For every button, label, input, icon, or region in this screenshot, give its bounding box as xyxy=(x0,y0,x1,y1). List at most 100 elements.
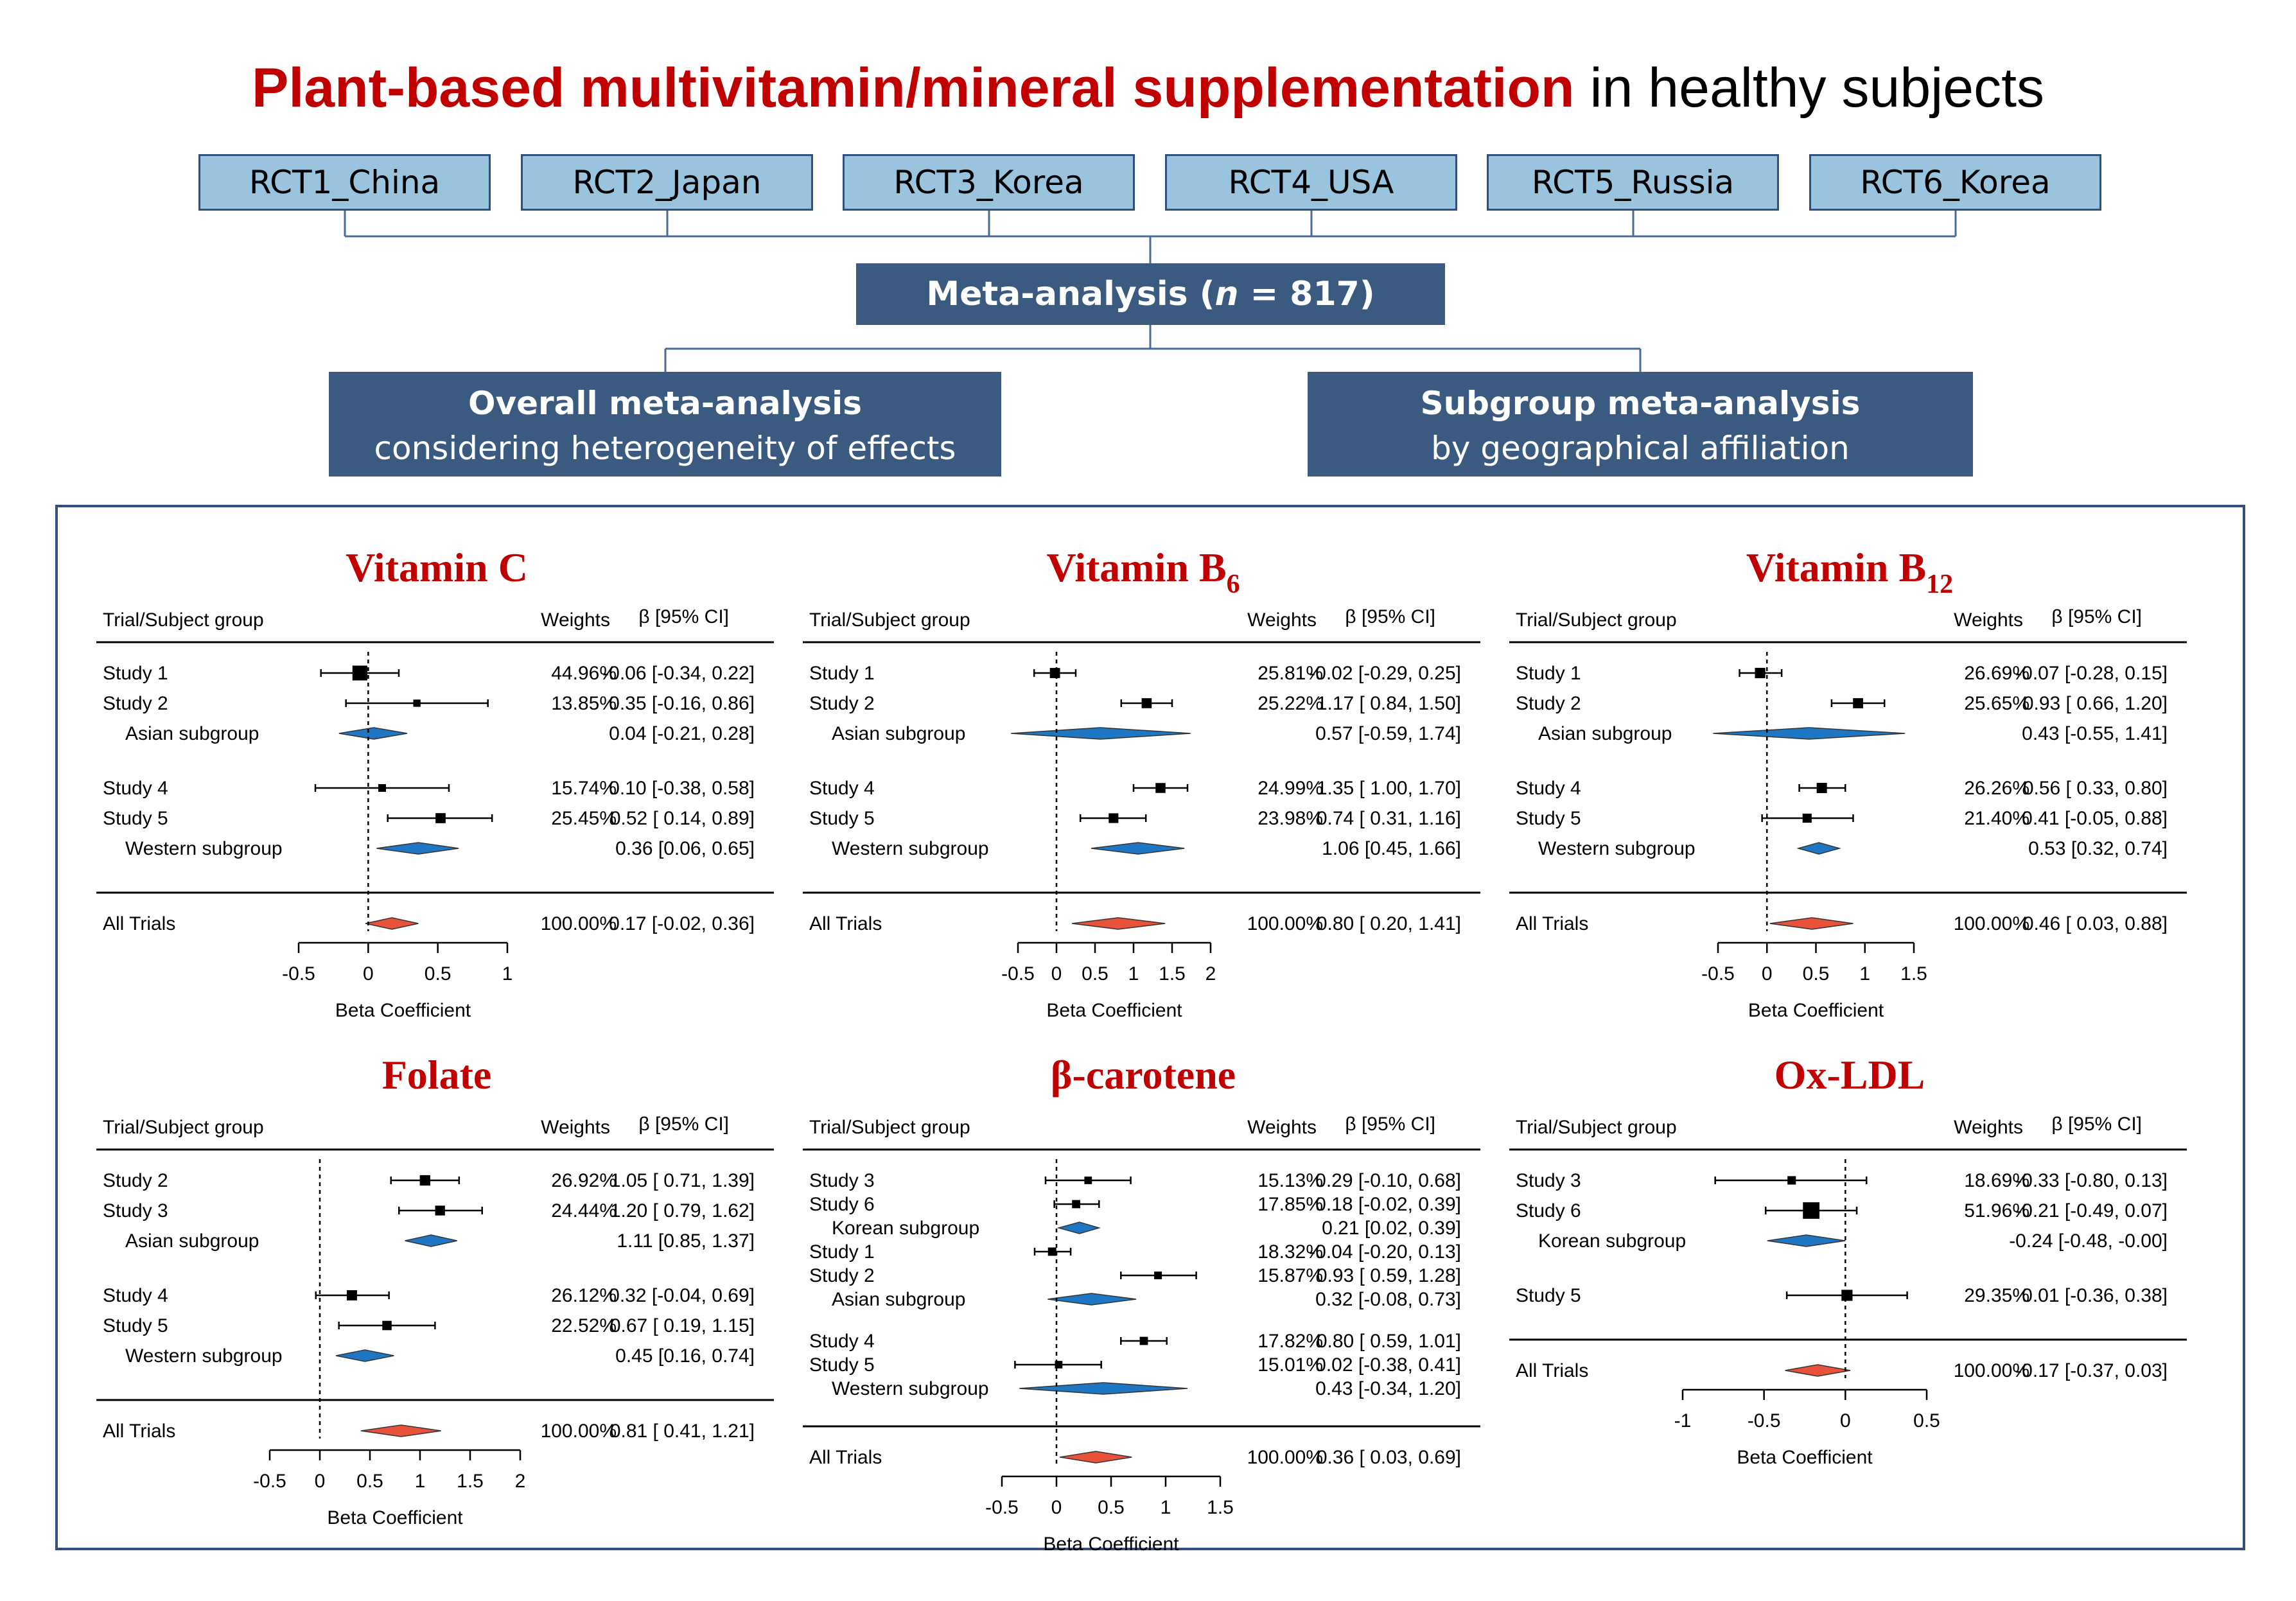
study-label: Study 4 xyxy=(103,778,168,799)
study-label: Study 3 xyxy=(809,1170,875,1191)
title-rest: in healthy subjects xyxy=(1574,57,2044,119)
panel-title: Vitamin C xyxy=(346,545,528,590)
ci-value: 0.74 [ 0.31, 1.16] xyxy=(1317,808,1461,829)
col-header-trial: Trial/Subject group xyxy=(103,1117,264,1138)
weight-value: 25.45% xyxy=(551,808,617,829)
overall-label: All Trials xyxy=(103,1421,175,1442)
study-label: Study 1 xyxy=(103,663,168,684)
x-axis-label: Beta Coefficient xyxy=(327,1507,463,1528)
ci-value: 0.80 [ 0.20, 1.41] xyxy=(1317,913,1461,934)
ci-value: -0.07 [-0.28, 0.15] xyxy=(2015,663,2168,684)
point-estimate xyxy=(1047,1247,1056,1256)
overall-diamond xyxy=(360,1424,441,1437)
study-label: Study 2 xyxy=(103,693,168,714)
panel-title: Vitamin B12 xyxy=(1746,545,1953,599)
ci-value: 0.36 [ 0.03, 0.69] xyxy=(1317,1447,1461,1468)
subgroup-diamond xyxy=(1019,1382,1188,1395)
ci-value: -0.21 [-0.49, 0.07] xyxy=(2015,1200,2168,1221)
flow-connectors xyxy=(344,211,1957,372)
rct-box-3: RCT3_Korea xyxy=(843,154,1135,211)
x-axis-label: Beta Coefficient xyxy=(1046,1000,1182,1021)
weight-value: 25.22% xyxy=(1258,693,1323,714)
x-tick-label: 1 xyxy=(502,963,513,984)
rct-box-1: RCT1_China xyxy=(198,154,491,211)
point-estimate xyxy=(1803,1202,1820,1219)
x-tick-label: -1 xyxy=(1674,1410,1692,1431)
x-tick-label: 1.5 xyxy=(457,1471,484,1492)
x-axis-label: Beta Coefficient xyxy=(335,1000,471,1021)
point-estimate xyxy=(1141,698,1152,708)
x-tick-label: 0 xyxy=(1840,1410,1851,1431)
x-tick-label: 1 xyxy=(1859,963,1870,984)
subgroup-label: Asian subgroup xyxy=(1538,723,1672,744)
col-header-weights: Weights xyxy=(1247,1117,1317,1138)
study-label: Study 4 xyxy=(103,1285,168,1306)
page-title: Plant-based multivitamin/mineral supplem… xyxy=(0,57,2296,120)
ci-value: -0.02 [-0.29, 0.25] xyxy=(1309,663,1461,684)
weight-value: 13.85% xyxy=(551,693,617,714)
results-frame xyxy=(55,505,2245,1550)
weight-value: 26.26% xyxy=(1964,778,2029,799)
panel-title-subscript: 12 xyxy=(1926,570,1953,599)
col-header-weights: Weights xyxy=(1954,609,2023,631)
col-header-ci: β [95% CI] xyxy=(638,606,729,627)
overall-label: All Trials xyxy=(1516,1360,1588,1381)
col-header-trial: Trial/Subject group xyxy=(1516,1117,1677,1138)
x-tick-label: -0.5 xyxy=(1701,963,1735,984)
x-tick-label: 1.5 xyxy=(1159,963,1186,984)
ci-value: 0.18 [-0.02, 0.39] xyxy=(1315,1194,1461,1215)
title-highlight: Plant-based multivitamin/mineral supplem… xyxy=(251,57,1575,119)
subgroup-label: Western subgroup xyxy=(832,1378,989,1399)
ci-value: 0.93 [ 0.59, 1.28] xyxy=(1317,1265,1461,1286)
col-header-ci: β [95% CI] xyxy=(2051,606,2142,627)
ci-value: 0.45 [0.16, 0.74] xyxy=(615,1345,755,1367)
overall-diamond xyxy=(1071,917,1166,930)
study-label: Study 3 xyxy=(103,1200,168,1221)
x-tick-label: 0 xyxy=(315,1471,326,1492)
meta-n: n xyxy=(1214,275,1239,313)
subgroup-diamond xyxy=(376,842,459,855)
col-header-trial: Trial/Subject group xyxy=(103,609,264,631)
point-estimate xyxy=(1787,1176,1796,1185)
weight-value: 22.52% xyxy=(551,1315,617,1336)
subgroup-meta-subtitle: by geographical affiliation xyxy=(1431,430,1850,467)
study-label: Study 2 xyxy=(1516,693,1581,714)
subgroup-label: Western subgroup xyxy=(125,838,283,859)
study-label: Study 5 xyxy=(809,808,875,829)
col-header-trial: Trial/Subject group xyxy=(809,609,970,631)
point-estimate xyxy=(1154,1271,1162,1280)
subgroup-diamond xyxy=(335,1349,394,1362)
weight-value: 18.69% xyxy=(1964,1170,2029,1191)
overall-diamond xyxy=(1769,917,1853,930)
subgroup-diamond xyxy=(1011,727,1191,740)
point-estimate xyxy=(1802,813,1812,823)
subgroup-diamond xyxy=(1056,1221,1101,1234)
panel-title: β-carotene xyxy=(1051,1052,1236,1098)
weight-value: 29.35% xyxy=(1964,1285,2029,1306)
overall-diamond xyxy=(365,917,419,930)
overall-label: All Trials xyxy=(103,913,175,934)
weight-value: 100.00% xyxy=(541,1421,617,1442)
panel-title-subscript: 6 xyxy=(1227,570,1240,599)
ci-value: 0.56 [ 0.33, 0.80] xyxy=(2023,778,2168,799)
study-label: Study 2 xyxy=(809,1265,875,1286)
study-label: Study 3 xyxy=(1516,1170,1581,1191)
point-estimate xyxy=(1139,1336,1148,1345)
overall-meta-subtitle: considering heterogeneity of effects xyxy=(374,430,956,467)
ci-value: 0.02 [-0.38, 0.41] xyxy=(1315,1354,1461,1376)
ci-value: 0.43 [-0.55, 1.41] xyxy=(2022,723,2168,744)
weight-value: 15.13% xyxy=(1258,1170,1323,1191)
subgroup-label: Asian subgroup xyxy=(832,1289,965,1310)
rct-box-2: RCT2_Japan xyxy=(521,154,813,211)
subgroup-diamond xyxy=(1796,842,1841,855)
subgroup-label: Korean subgroup xyxy=(1538,1230,1686,1252)
panel-title: Vitamin B6 xyxy=(1046,545,1240,599)
x-tick-label: 0 xyxy=(1051,963,1062,984)
study-label: Study 4 xyxy=(1516,778,1581,799)
ci-value: 0.93 [ 0.66, 1.20] xyxy=(2023,693,2168,714)
subgroup-label: Western subgroup xyxy=(125,1345,283,1367)
study-label: Study 5 xyxy=(103,1315,168,1336)
subgroup-label: Western subgroup xyxy=(1538,838,1696,859)
ci-value: -0.17 [-0.37, 0.03] xyxy=(2015,1360,2168,1381)
ci-value: 1.05 [ 0.71, 1.39] xyxy=(610,1170,755,1191)
